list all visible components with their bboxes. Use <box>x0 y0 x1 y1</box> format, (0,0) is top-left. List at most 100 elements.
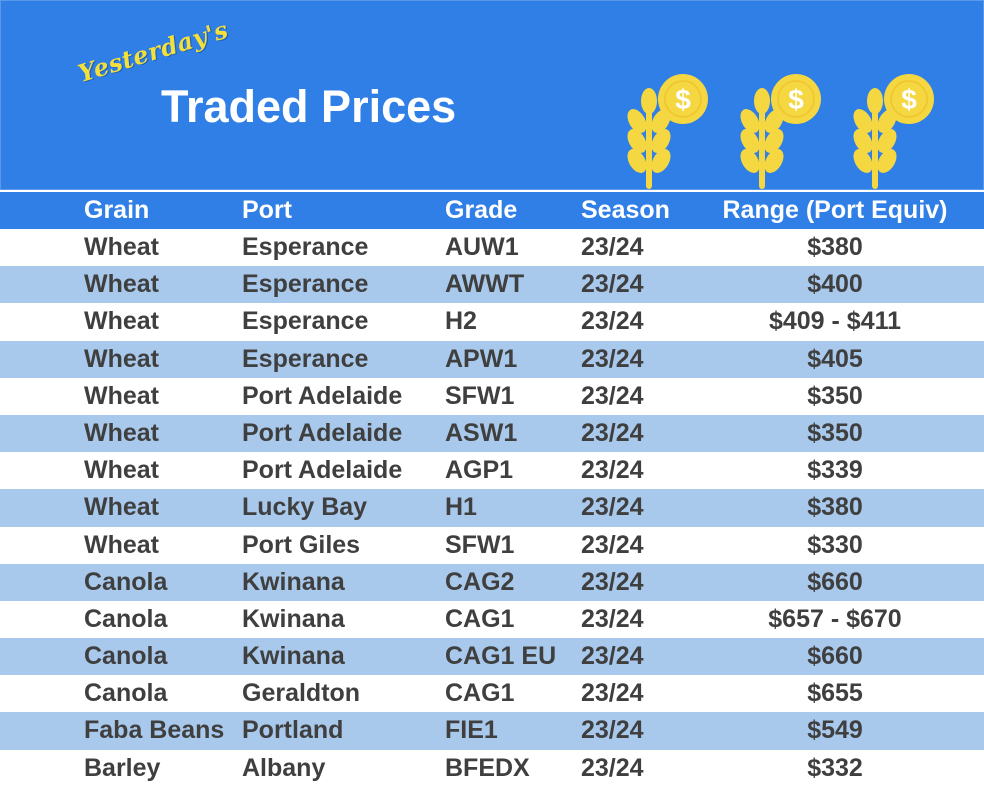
col-header-port: Port <box>242 196 292 224</box>
cell-grain: Wheat <box>84 381 159 410</box>
cell-season: 23/24 <box>581 456 644 485</box>
cell-season: 23/24 <box>581 679 644 708</box>
table-row: Wheat Port Adelaide SFW1 23/24 $350 <box>0 377 984 415</box>
cell-range: $380 <box>807 493 863 522</box>
cell-grade: CAG1 <box>445 679 515 708</box>
wheat-dollar-icon: $ <box>839 71 939 191</box>
header-banner: Yesterday's Traded Prices $ $ <box>0 0 984 190</box>
cell-range: $549 <box>807 716 863 745</box>
table-row: Wheat Port Adelaide ASW1 23/24 $350 <box>0 414 984 453</box>
cell-grade: APW1 <box>445 344 518 373</box>
cell-port: Esperance <box>242 344 369 373</box>
cell-grade: H2 <box>445 307 477 336</box>
table-row: Wheat Esperance H2 23/24 $409 - $411 <box>0 303 984 341</box>
cell-port: Lucky Bay <box>242 493 368 522</box>
cell-grain: Wheat <box>84 270 159 299</box>
table-header: Grain Port Grade Season Range (Port Equi… <box>0 192 984 229</box>
cell-port: Kwinana <box>242 604 345 633</box>
wheat-dollar-icon: $ <box>613 71 713 191</box>
cell-port: Portland <box>242 716 344 745</box>
table-row: Wheat Lucky Bay H1 23/24 $380 <box>0 489 984 527</box>
cell-season: 23/24 <box>581 642 644 671</box>
cell-season: 23/24 <box>581 381 644 410</box>
svg-text:$: $ <box>901 84 917 115</box>
table-row: Wheat Port Giles SFW1 23/24 $330 <box>0 526 984 564</box>
cell-range: $332 <box>807 753 863 782</box>
cell-range: $409 - $411 <box>768 307 902 336</box>
cell-grade: CAG2 <box>445 567 515 596</box>
cell-port: Port Adelaide <box>242 381 403 410</box>
cell-grain: Wheat <box>84 493 159 522</box>
cell-grain: Wheat <box>84 456 159 485</box>
table-row: Wheat Esperance APW1 23/24 $405 <box>0 340 984 378</box>
page-title: Traded Prices <box>161 81 457 132</box>
cell-port: Kwinana <box>242 642 345 671</box>
cell-season: 23/24 <box>581 270 644 299</box>
cell-grain: Canola <box>84 567 168 596</box>
cell-range: $405 <box>807 344 863 373</box>
col-header-range: Range (Port Equiv) <box>722 196 948 224</box>
cell-grain: Wheat <box>84 344 159 373</box>
table-body: Wheat Esperance AUW1 23/24 $380 Wheat Esperanc… <box>0 229 984 787</box>
cell-season: 23/24 <box>581 493 644 522</box>
cell-range: $350 <box>807 381 863 410</box>
cell-grain: Barley <box>84 753 161 782</box>
cell-port: Port Adelaide <box>242 418 403 447</box>
svg-text:$: $ <box>788 84 804 115</box>
cell-grain: Wheat <box>84 530 159 559</box>
cell-grade: AGP1 <box>445 456 514 485</box>
cell-season: 23/24 <box>581 344 644 373</box>
cell-grain: Wheat <box>84 418 159 447</box>
cell-season: 23/24 <box>581 530 644 559</box>
table-row: Canola Kwinana CAG1 EU 23/24 $660 <box>0 638 984 676</box>
cell-season: 23/24 <box>581 753 644 782</box>
wheat-dollar-icon: $ <box>726 71 826 191</box>
cell-season: 23/24 <box>581 418 644 447</box>
cell-port: Port Adelaide <box>242 456 403 485</box>
col-header-grain: Grain <box>84 196 150 224</box>
cell-season: 23/24 <box>581 716 644 745</box>
cell-grain: Wheat <box>84 233 159 261</box>
cell-season: 23/24 <box>581 307 644 336</box>
cell-grain: Canola <box>84 679 168 708</box>
col-header-season: Season <box>581 196 670 224</box>
cell-grade: CAG1 <box>445 604 515 633</box>
table-row: Canola Geraldton CAG1 23/24 $655 <box>0 675 984 713</box>
cell-grain: Canola <box>84 642 168 671</box>
cell-range: $660 <box>807 567 863 596</box>
table-row: Wheat Esperance AUW1 23/24 $380 <box>0 229 984 267</box>
cell-grade: CAG1 EU <box>445 642 557 671</box>
cell-season: 23/24 <box>581 604 644 633</box>
cell-port: Albany <box>242 753 326 782</box>
cell-range: $655 <box>807 679 863 708</box>
table-row: Canola Kwinana CAG2 23/24 $660 <box>0 563 984 601</box>
cell-grade: AWWT <box>445 270 525 299</box>
cell-grade: BFEDX <box>445 753 530 782</box>
cell-grade: H1 <box>445 493 477 522</box>
cell-grade: SFW1 <box>445 381 515 410</box>
cell-port: Esperance <box>242 307 369 336</box>
table-row: Canola Kwinana CAG1 23/24 $657 - $670 <box>0 600 984 639</box>
cell-grade: SFW1 <box>445 530 515 559</box>
cell-range: $350 <box>807 418 863 447</box>
table-row: Faba Beans Portland FIE1 23/24 $549 <box>0 712 984 750</box>
cell-port: Esperance <box>242 233 369 261</box>
cell-season: 23/24 <box>581 567 644 596</box>
icon-group: $ $ $ <box>613 71 953 191</box>
cell-range: $660 <box>807 642 863 671</box>
cell-grade: ASW1 <box>445 418 518 447</box>
cell-port: Esperance <box>242 270 369 299</box>
table-row: Wheat Port Adelaide AGP1 23/24 $339 <box>0 452 984 490</box>
cell-grain: Canola <box>84 604 168 633</box>
cell-grain: Wheat <box>84 307 159 336</box>
cell-port: Port Giles <box>242 530 361 559</box>
cell-range: $339 <box>807 456 863 485</box>
cell-grain: Faba Beans <box>84 716 225 745</box>
title-script: Yesterday's <box>74 14 232 88</box>
cell-port: Kwinana <box>242 567 345 596</box>
table-row: Wheat Esperance AWWT 23/24 $400 <box>0 266 984 304</box>
svg-text:$: $ <box>675 84 691 115</box>
cell-range: $330 <box>807 530 863 559</box>
cell-grade: AUW1 <box>445 233 519 261</box>
